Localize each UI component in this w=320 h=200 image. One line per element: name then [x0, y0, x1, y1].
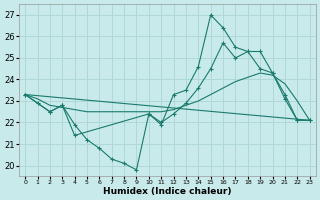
X-axis label: Humidex (Indice chaleur): Humidex (Indice chaleur) — [103, 187, 232, 196]
